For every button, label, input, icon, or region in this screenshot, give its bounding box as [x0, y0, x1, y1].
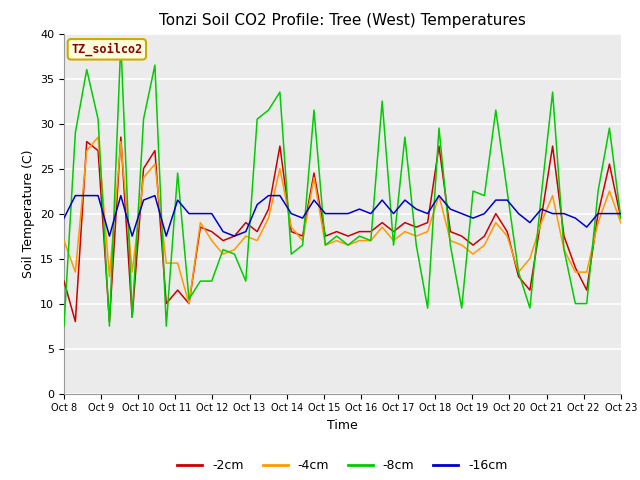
Legend: -2cm, -4cm, -8cm, -16cm: -2cm, -4cm, -8cm, -16cm — [172, 455, 513, 477]
X-axis label: Time: Time — [327, 419, 358, 432]
Text: TZ_soilco2: TZ_soilco2 — [71, 43, 143, 56]
Y-axis label: Soil Temperature (C): Soil Temperature (C) — [22, 149, 35, 278]
Title: Tonzi Soil CO2 Profile: Tree (West) Temperatures: Tonzi Soil CO2 Profile: Tree (West) Temp… — [159, 13, 526, 28]
